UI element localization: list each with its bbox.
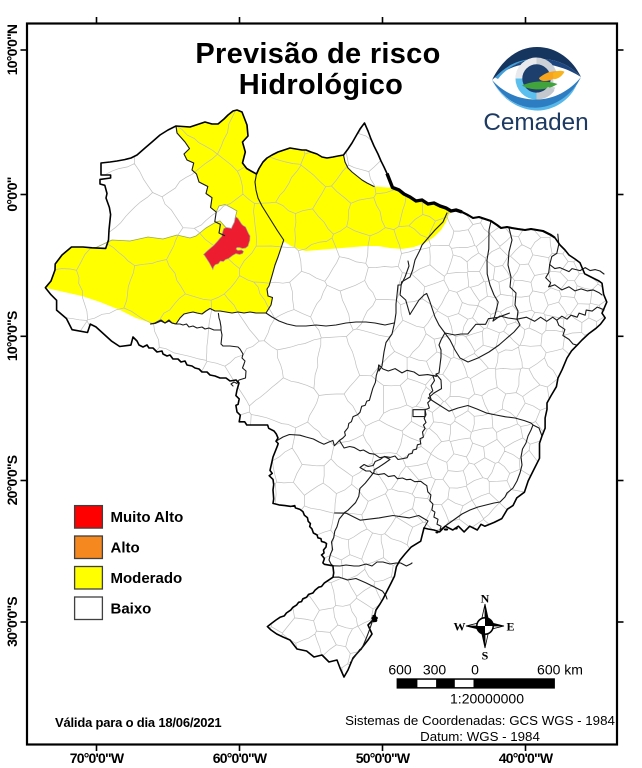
svg-text:N: N [481, 592, 490, 606]
svg-text:40°0'0"W: 40°0'0"W [499, 750, 554, 766]
svg-text:0: 0 [471, 662, 479, 678]
svg-text:Baixo: Baixo [111, 601, 152, 618]
svg-text:10°0'0"N: 10°0'0"N [4, 24, 20, 75]
svg-text:Sistemas de Coordenadas: GCS W: Sistemas de Coordenadas: GCS WGS - 1984 [345, 713, 615, 728]
svg-text:300: 300 [423, 662, 447, 678]
svg-text:0°0'0": 0°0'0" [4, 177, 20, 211]
svg-text:Cemaden: Cemaden [483, 109, 588, 136]
svg-text:30°0'0"S: 30°0'0"S [4, 597, 20, 647]
svg-text:Datum: WGS - 1984: Datum: WGS - 1984 [420, 729, 540, 744]
svg-text:1:20000000: 1:20000000 [450, 691, 524, 707]
svg-text:70°0'0"W: 70°0'0"W [70, 750, 125, 766]
svg-text:Previsão de risco: Previsão de risco [195, 38, 440, 70]
svg-text:E: E [506, 620, 514, 634]
svg-text:Moderado: Moderado [111, 570, 183, 587]
svg-text:W: W [454, 620, 466, 634]
svg-text:600 km: 600 km [537, 662, 583, 678]
svg-text:Muito Alto: Muito Alto [111, 509, 184, 526]
svg-text:60°0'0"W: 60°0'0"W [213, 750, 268, 766]
svg-text:S: S [482, 649, 489, 663]
svg-text:20°0'0"S: 20°0'0"S [4, 455, 20, 505]
svg-text:Válida para o dia 18/06/2021: Válida para o dia 18/06/2021 [55, 715, 221, 730]
svg-text:600: 600 [388, 662, 412, 678]
svg-text:Alto: Alto [111, 540, 140, 557]
svg-text:50°0'0"W: 50°0'0"W [356, 750, 411, 766]
svg-text:10°0'0"S: 10°0'0"S [4, 311, 20, 361]
svg-text:Hidrológico: Hidrológico [239, 69, 403, 101]
